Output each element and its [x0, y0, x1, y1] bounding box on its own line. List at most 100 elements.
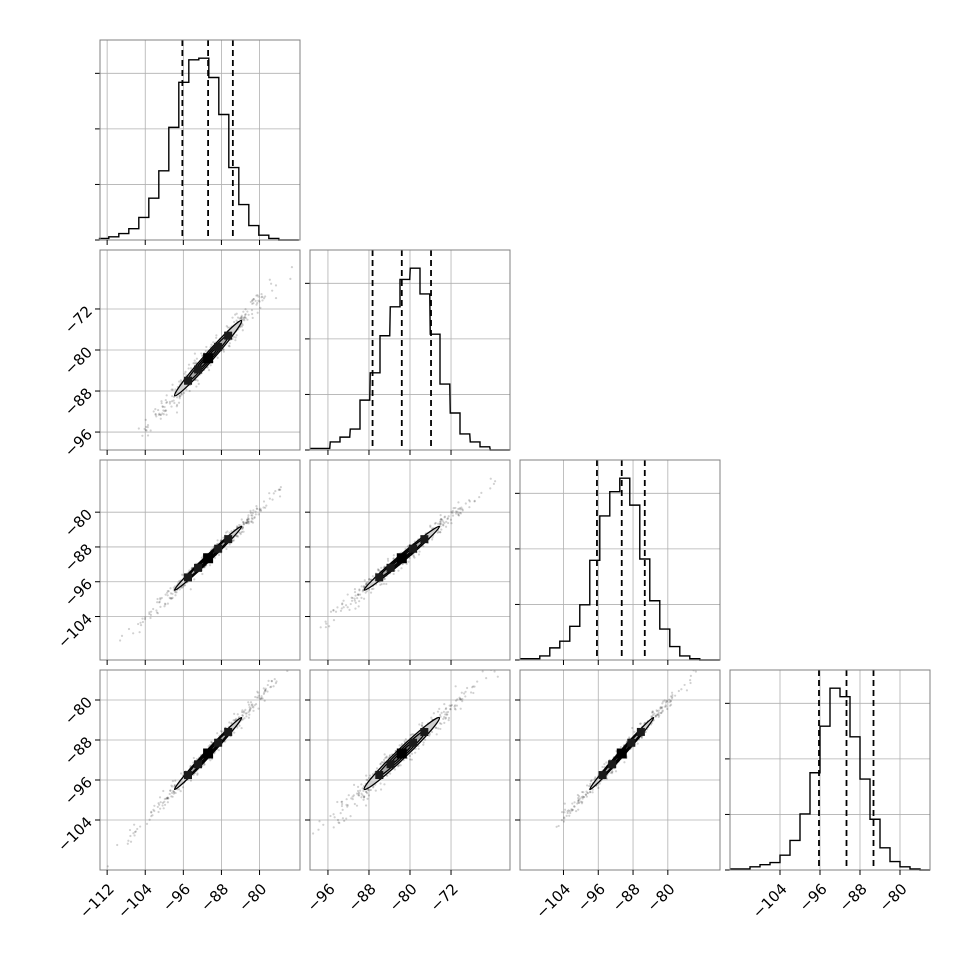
sample-point: [580, 796, 583, 799]
sample-point: [460, 506, 463, 509]
sample-point: [459, 698, 462, 701]
sample-point: [669, 703, 673, 706]
sample-point: [400, 742, 404, 746]
sample-point: [170, 388, 173, 391]
sample-point: [134, 830, 137, 833]
sample-point: [264, 689, 267, 692]
sample-point: [183, 583, 187, 587]
sample-point: [102, 467, 104, 469]
sample-point: [349, 815, 352, 818]
sample-point: [200, 352, 203, 355]
sample-point: [444, 713, 447, 716]
histogram-panel-4: −104 −96 −88 −80: [725, 669, 931, 922]
sample-point: [149, 613, 153, 616]
sample-point: [132, 632, 135, 635]
sample-point: [249, 701, 253, 704]
sample-point: [161, 405, 164, 408]
sample-point: [170, 400, 174, 403]
sample-point: [247, 520, 250, 524]
sample-point: [382, 582, 386, 585]
sample-point: [668, 698, 671, 701]
sample-point: [639, 722, 642, 725]
sample-point: [571, 802, 574, 805]
sample-point: [248, 713, 251, 716]
sample-point: [369, 788, 373, 792]
sample-point: [148, 612, 151, 616]
sample-point: [262, 500, 266, 503]
sample-point: [494, 480, 497, 483]
sample-point: [253, 704, 256, 707]
sample-point: [650, 711, 654, 714]
sample-point: [399, 764, 402, 767]
sample-point: [422, 741, 425, 744]
sample-point: [247, 716, 251, 719]
sample-point: [317, 828, 320, 831]
sample-point: [439, 520, 442, 523]
sample-point: [397, 569, 400, 572]
sample-point: [410, 758, 413, 761]
sample-point: [166, 796, 169, 799]
sample-point: [581, 790, 584, 794]
sample-point: [631, 726, 634, 730]
sample-point: [180, 393, 183, 396]
sample-point: [358, 600, 361, 603]
sample-point: [245, 715, 248, 718]
sample-point: [659, 706, 662, 709]
sample-point: [222, 348, 225, 351]
sample-point: [670, 697, 674, 700]
sample-point: [210, 343, 213, 346]
sample-point: [364, 804, 368, 807]
sample-point: [467, 499, 471, 502]
sample-point: [172, 586, 175, 589]
sample-point: [657, 713, 660, 716]
sample-point: [238, 317, 241, 320]
sample-point: [252, 709, 255, 712]
sample-point: [251, 302, 254, 305]
sample-point: [407, 560, 410, 563]
sample-point: [452, 506, 455, 510]
sample-point: [259, 507, 262, 510]
sample-point: [217, 553, 221, 557]
x-tick-label: −72: [427, 880, 462, 915]
sample-point: [154, 408, 157, 411]
sample-point: [257, 696, 260, 699]
sample-point: [585, 795, 588, 798]
sample-point: [577, 799, 580, 802]
sample-point: [372, 785, 375, 788]
sample-point: [445, 713, 448, 716]
sample-point: [252, 706, 255, 709]
sample-point: [248, 705, 251, 709]
sample-point: [481, 670, 484, 673]
density-core: [627, 738, 636, 747]
sample-point: [233, 712, 236, 715]
histogram-panel-1: [95, 39, 301, 245]
sample-point: [440, 711, 443, 715]
sample-point: [171, 785, 174, 788]
sample-point: [356, 785, 360, 788]
sample-point: [259, 508, 262, 512]
sample-point: [664, 704, 667, 707]
sample-point: [158, 600, 161, 603]
sample-point: [353, 597, 356, 600]
sample-point: [244, 712, 247, 715]
sample-point: [244, 708, 247, 711]
sample-point: [265, 504, 268, 507]
sample-point: [432, 712, 435, 715]
sample-point: [396, 765, 400, 768]
y-tick-label: −72: [61, 302, 96, 337]
sample-point: [702, 664, 704, 666]
sample-point: [261, 697, 264, 700]
sample-point: [235, 319, 238, 322]
sample-point: [247, 514, 250, 517]
sample-point: [171, 779, 174, 783]
sample-point: [175, 411, 179, 414]
sample-point: [171, 795, 174, 798]
sample-point: [349, 602, 352, 606]
density-core: [608, 760, 617, 769]
sample-point: [248, 707, 252, 711]
sample-point: [360, 783, 363, 786]
density-core: [194, 365, 203, 374]
sample-point: [163, 605, 166, 608]
sample-point: [274, 490, 277, 493]
sample-point: [272, 685, 275, 688]
